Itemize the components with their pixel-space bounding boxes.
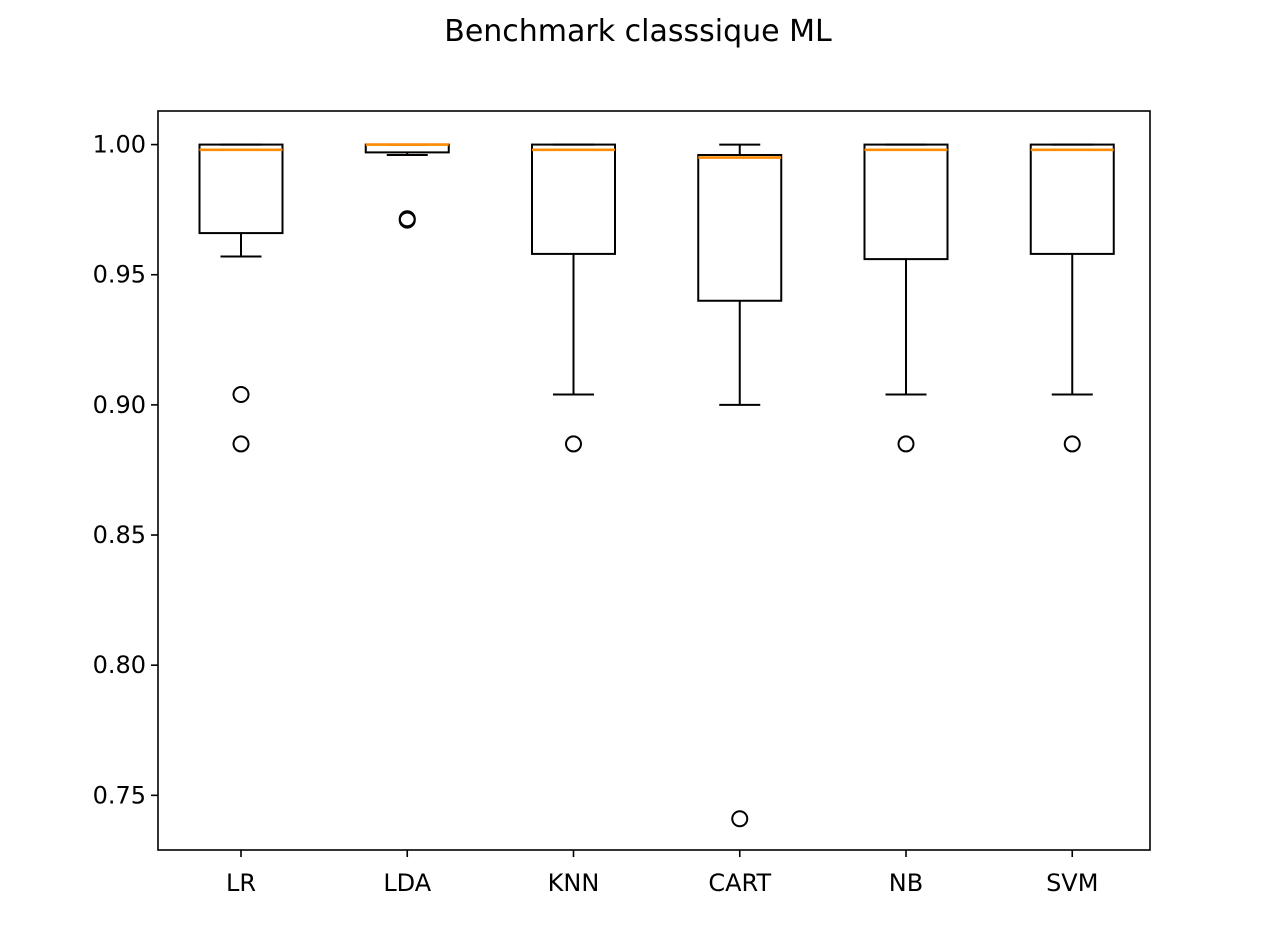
x-tick-label: CART (708, 869, 771, 897)
box-cart (697, 153, 783, 302)
outlier-point-nb (897, 435, 915, 453)
x-tick-label: LR (226, 869, 256, 897)
y-tick-label: 1.00 (93, 131, 146, 159)
chart-title: Benchmark classsique ML (444, 14, 832, 49)
axes-frame (157, 110, 1151, 851)
y-tick-label: 0.85 (93, 521, 146, 549)
outlier-point-lr (232, 435, 250, 453)
y-tick-label: 0.75 (93, 781, 146, 809)
box-knn (531, 143, 616, 255)
outlier-point-knn (565, 435, 582, 453)
y-tick-label: 0.80 (93, 651, 146, 679)
x-tick-label: SVM (1046, 869, 1098, 897)
x-tick-label: LDA (383, 869, 431, 897)
x-tick-label: KNN (548, 869, 600, 897)
x-tick-label: NB (889, 869, 923, 897)
plot-area: 0.75 0.80 0.85 0.90 0.95 1.00 LR LDA KNN CART NB SV… (93, 131, 1115, 897)
box-svm (1029, 143, 1115, 255)
box-lr (198, 143, 284, 235)
outlier-point-lda (398, 210, 416, 228)
outlier-point-lr (232, 385, 250, 403)
outlier-point-svm (1063, 435, 1081, 453)
box-nb (863, 143, 949, 261)
y-tick-label: 0.90 (93, 391, 146, 419)
outlier-point-cart (731, 810, 749, 828)
y-tick-label: 0.95 (93, 261, 146, 289)
